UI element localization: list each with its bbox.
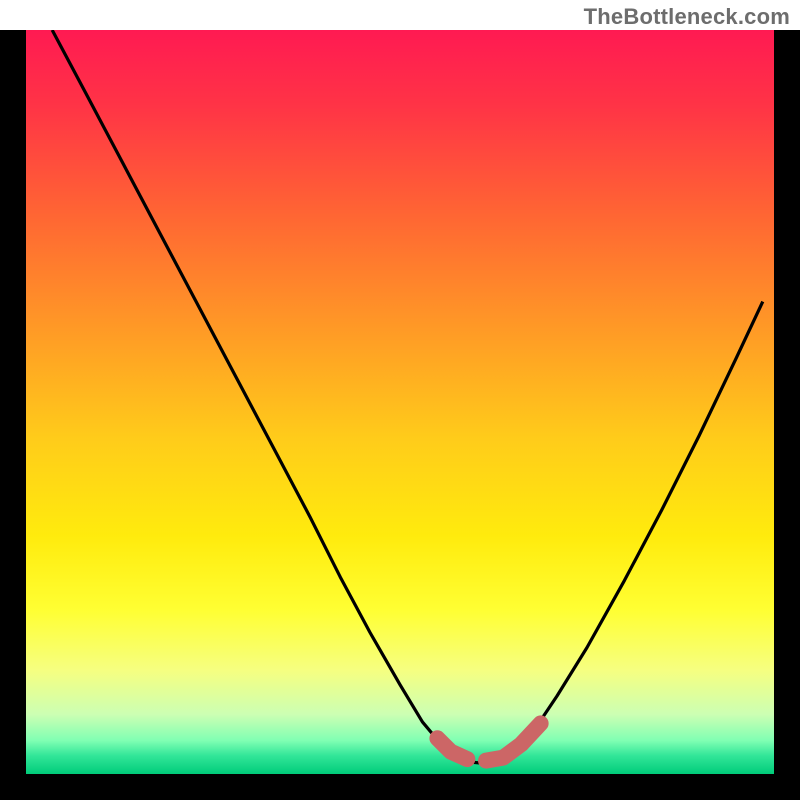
plot-frame-left	[0, 30, 26, 800]
watermark-label: TheBottleneck.com	[584, 4, 790, 30]
chart-stage: TheBottleneck.com	[0, 0, 800, 800]
plot-frame-right	[774, 30, 800, 800]
plot-frame-bottom	[0, 774, 800, 800]
bottleneck-curve-chart	[0, 0, 800, 800]
plot-background	[26, 30, 774, 774]
